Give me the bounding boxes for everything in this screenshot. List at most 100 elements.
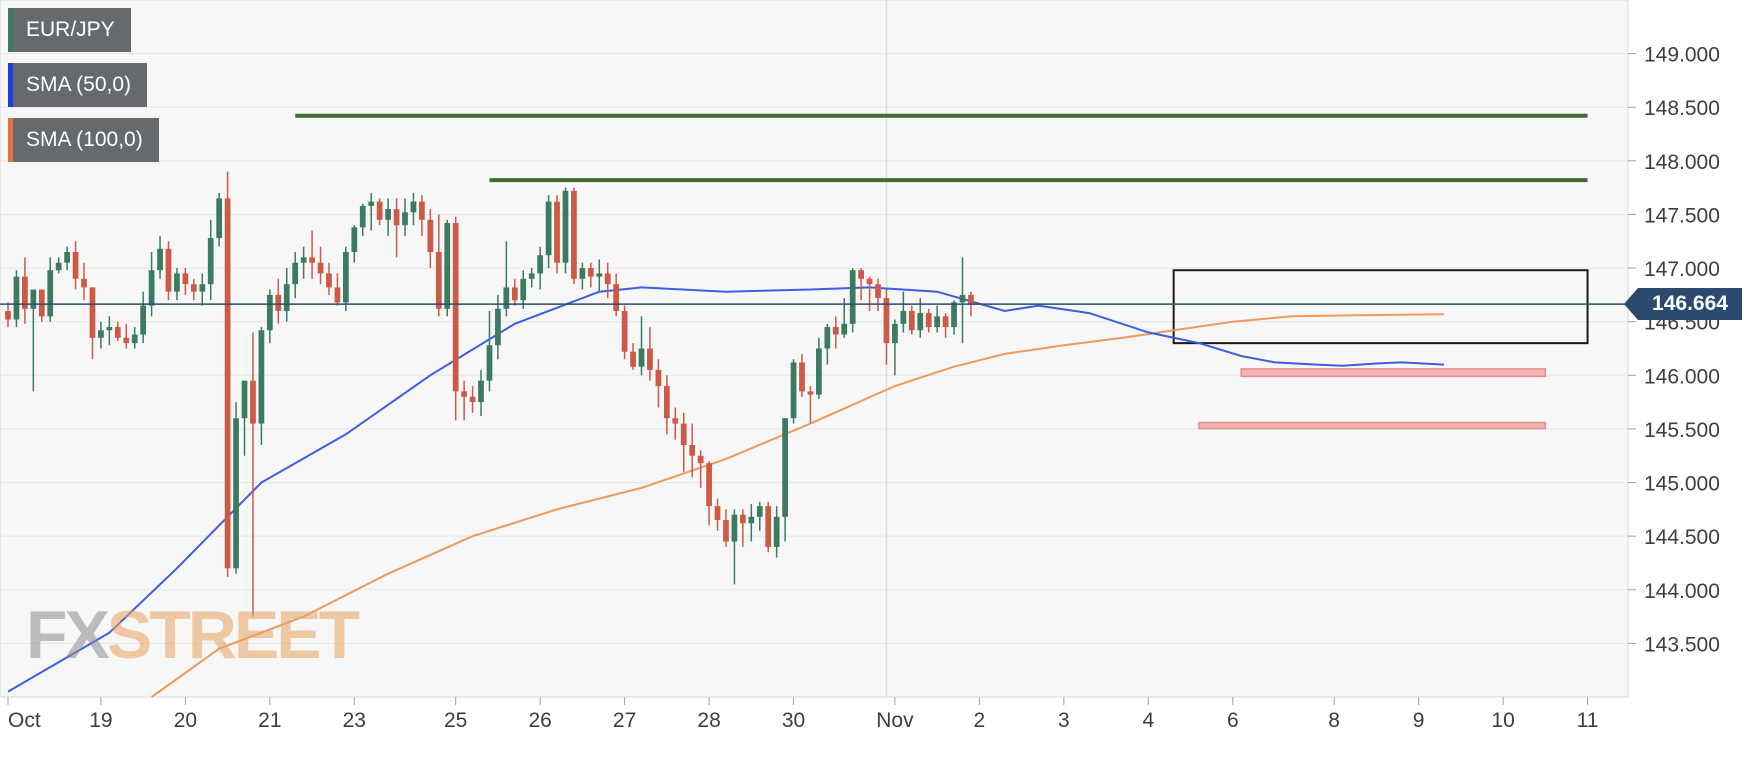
candle-body bbox=[723, 520, 729, 542]
x-tick-label: 2 bbox=[974, 709, 986, 732]
x-tick-label: 25 bbox=[444, 709, 467, 732]
candle-body bbox=[207, 238, 214, 285]
candle-body bbox=[300, 257, 307, 263]
price-tag-arrow bbox=[1624, 288, 1638, 321]
legend-eurjpy: EUR/JPY bbox=[8, 8, 131, 52]
candle-body bbox=[816, 348, 822, 395]
candle-body bbox=[486, 345, 493, 381]
legend-swatch-sma100 bbox=[8, 118, 13, 162]
candle-body bbox=[554, 201, 560, 263]
candle-body bbox=[275, 294, 282, 311]
candle-body bbox=[520, 278, 527, 301]
candle-body bbox=[731, 514, 738, 542]
x-tick-label: 21 bbox=[258, 709, 281, 732]
candle-body bbox=[680, 423, 687, 446]
candle-body bbox=[756, 506, 763, 517]
candle-body bbox=[951, 302, 957, 328]
x-tick-label: 28 bbox=[697, 709, 720, 732]
support-zone bbox=[1198, 421, 1547, 430]
candle-body bbox=[841, 323, 848, 335]
candle-body bbox=[630, 351, 636, 367]
candle-body bbox=[807, 391, 814, 395]
candle-body bbox=[30, 289, 37, 309]
candle-body bbox=[613, 284, 620, 311]
candle-body bbox=[892, 323, 898, 344]
sma50-line bbox=[7, 286, 1445, 693]
candle-body bbox=[72, 251, 79, 279]
candle-body bbox=[452, 223, 459, 392]
candle-body bbox=[174, 273, 180, 292]
legend-swatch-sma50 bbox=[8, 63, 13, 107]
candle-body bbox=[13, 276, 20, 320]
candle-body bbox=[587, 268, 594, 277]
candle-body bbox=[469, 396, 476, 403]
watermark-fx: FX bbox=[26, 597, 110, 673]
candle-body bbox=[224, 198, 231, 569]
candle-body bbox=[596, 273, 603, 277]
candle-body bbox=[309, 257, 315, 263]
y-tick-label: 147.000 bbox=[1644, 258, 1720, 281]
candle-body bbox=[47, 270, 54, 317]
candle-body bbox=[241, 380, 248, 419]
legend-label-sma100: SMA (100,0) bbox=[26, 128, 143, 151]
x-tick-label: 20 bbox=[174, 709, 197, 732]
x-tick-label: 6 bbox=[1227, 709, 1239, 732]
candle-body bbox=[655, 369, 662, 387]
candle-body bbox=[106, 327, 113, 331]
candle-body bbox=[959, 294, 966, 303]
y-tick-label: 144.500 bbox=[1644, 526, 1720, 549]
candle-body bbox=[283, 284, 290, 311]
x-tick-label: 11 bbox=[1577, 709, 1599, 732]
candle-body bbox=[579, 268, 586, 279]
candle-body bbox=[182, 273, 189, 285]
legend-label-eurjpy: EUR/JPY bbox=[26, 18, 115, 41]
candle-body bbox=[503, 287, 510, 309]
candle-body bbox=[5, 310, 11, 320]
candle-body bbox=[55, 262, 62, 271]
candle-body bbox=[157, 248, 163, 271]
candle-body bbox=[782, 418, 788, 517]
support-zone bbox=[1240, 368, 1547, 378]
candle-body bbox=[765, 506, 772, 547]
candle-body bbox=[123, 337, 130, 344]
y-tick-label: 145.500 bbox=[1644, 419, 1720, 442]
candle-body bbox=[689, 445, 696, 456]
x-tick-label: 8 bbox=[1328, 709, 1340, 732]
y-tick-label: 145.000 bbox=[1644, 473, 1720, 496]
candle-body bbox=[478, 380, 484, 403]
x-tick-label: 27 bbox=[613, 709, 636, 732]
candle-body bbox=[81, 278, 87, 288]
candle-body bbox=[672, 418, 679, 424]
candle-body bbox=[114, 327, 121, 338]
y-tick-label: 148.500 bbox=[1644, 97, 1720, 120]
candle-body bbox=[883, 298, 890, 344]
current-price-tag: 146.664 bbox=[1624, 288, 1742, 321]
candle-body bbox=[368, 201, 375, 206]
candle-body bbox=[402, 212, 408, 226]
candle-body bbox=[571, 190, 577, 279]
x-tick-label: 26 bbox=[528, 709, 551, 732]
candle-body bbox=[444, 223, 451, 309]
candle-body bbox=[148, 270, 155, 306]
candle-body bbox=[165, 248, 172, 292]
candle-body bbox=[140, 305, 147, 335]
sma100-line bbox=[151, 313, 1445, 698]
x-tick-label: 3 bbox=[1058, 709, 1070, 732]
x-tick-label: 19 bbox=[89, 709, 112, 732]
candle-body bbox=[393, 209, 400, 226]
candle-body bbox=[790, 362, 797, 419]
candle-body bbox=[528, 273, 535, 279]
candle-body bbox=[334, 287, 341, 303]
candle-body bbox=[233, 418, 239, 569]
legend-label-sma50: SMA (50,0) bbox=[26, 73, 132, 96]
candle-body bbox=[461, 391, 467, 397]
candle-body bbox=[250, 380, 256, 424]
candle-body bbox=[697, 455, 704, 464]
legend-sma50: SMA (50,0) bbox=[8, 63, 148, 107]
candle-body bbox=[38, 289, 45, 317]
candle-body bbox=[419, 201, 425, 220]
candle-body bbox=[968, 294, 974, 305]
candle-body bbox=[545, 201, 552, 256]
y-tick-label: 147.500 bbox=[1644, 204, 1720, 227]
candle-body bbox=[385, 209, 391, 220]
